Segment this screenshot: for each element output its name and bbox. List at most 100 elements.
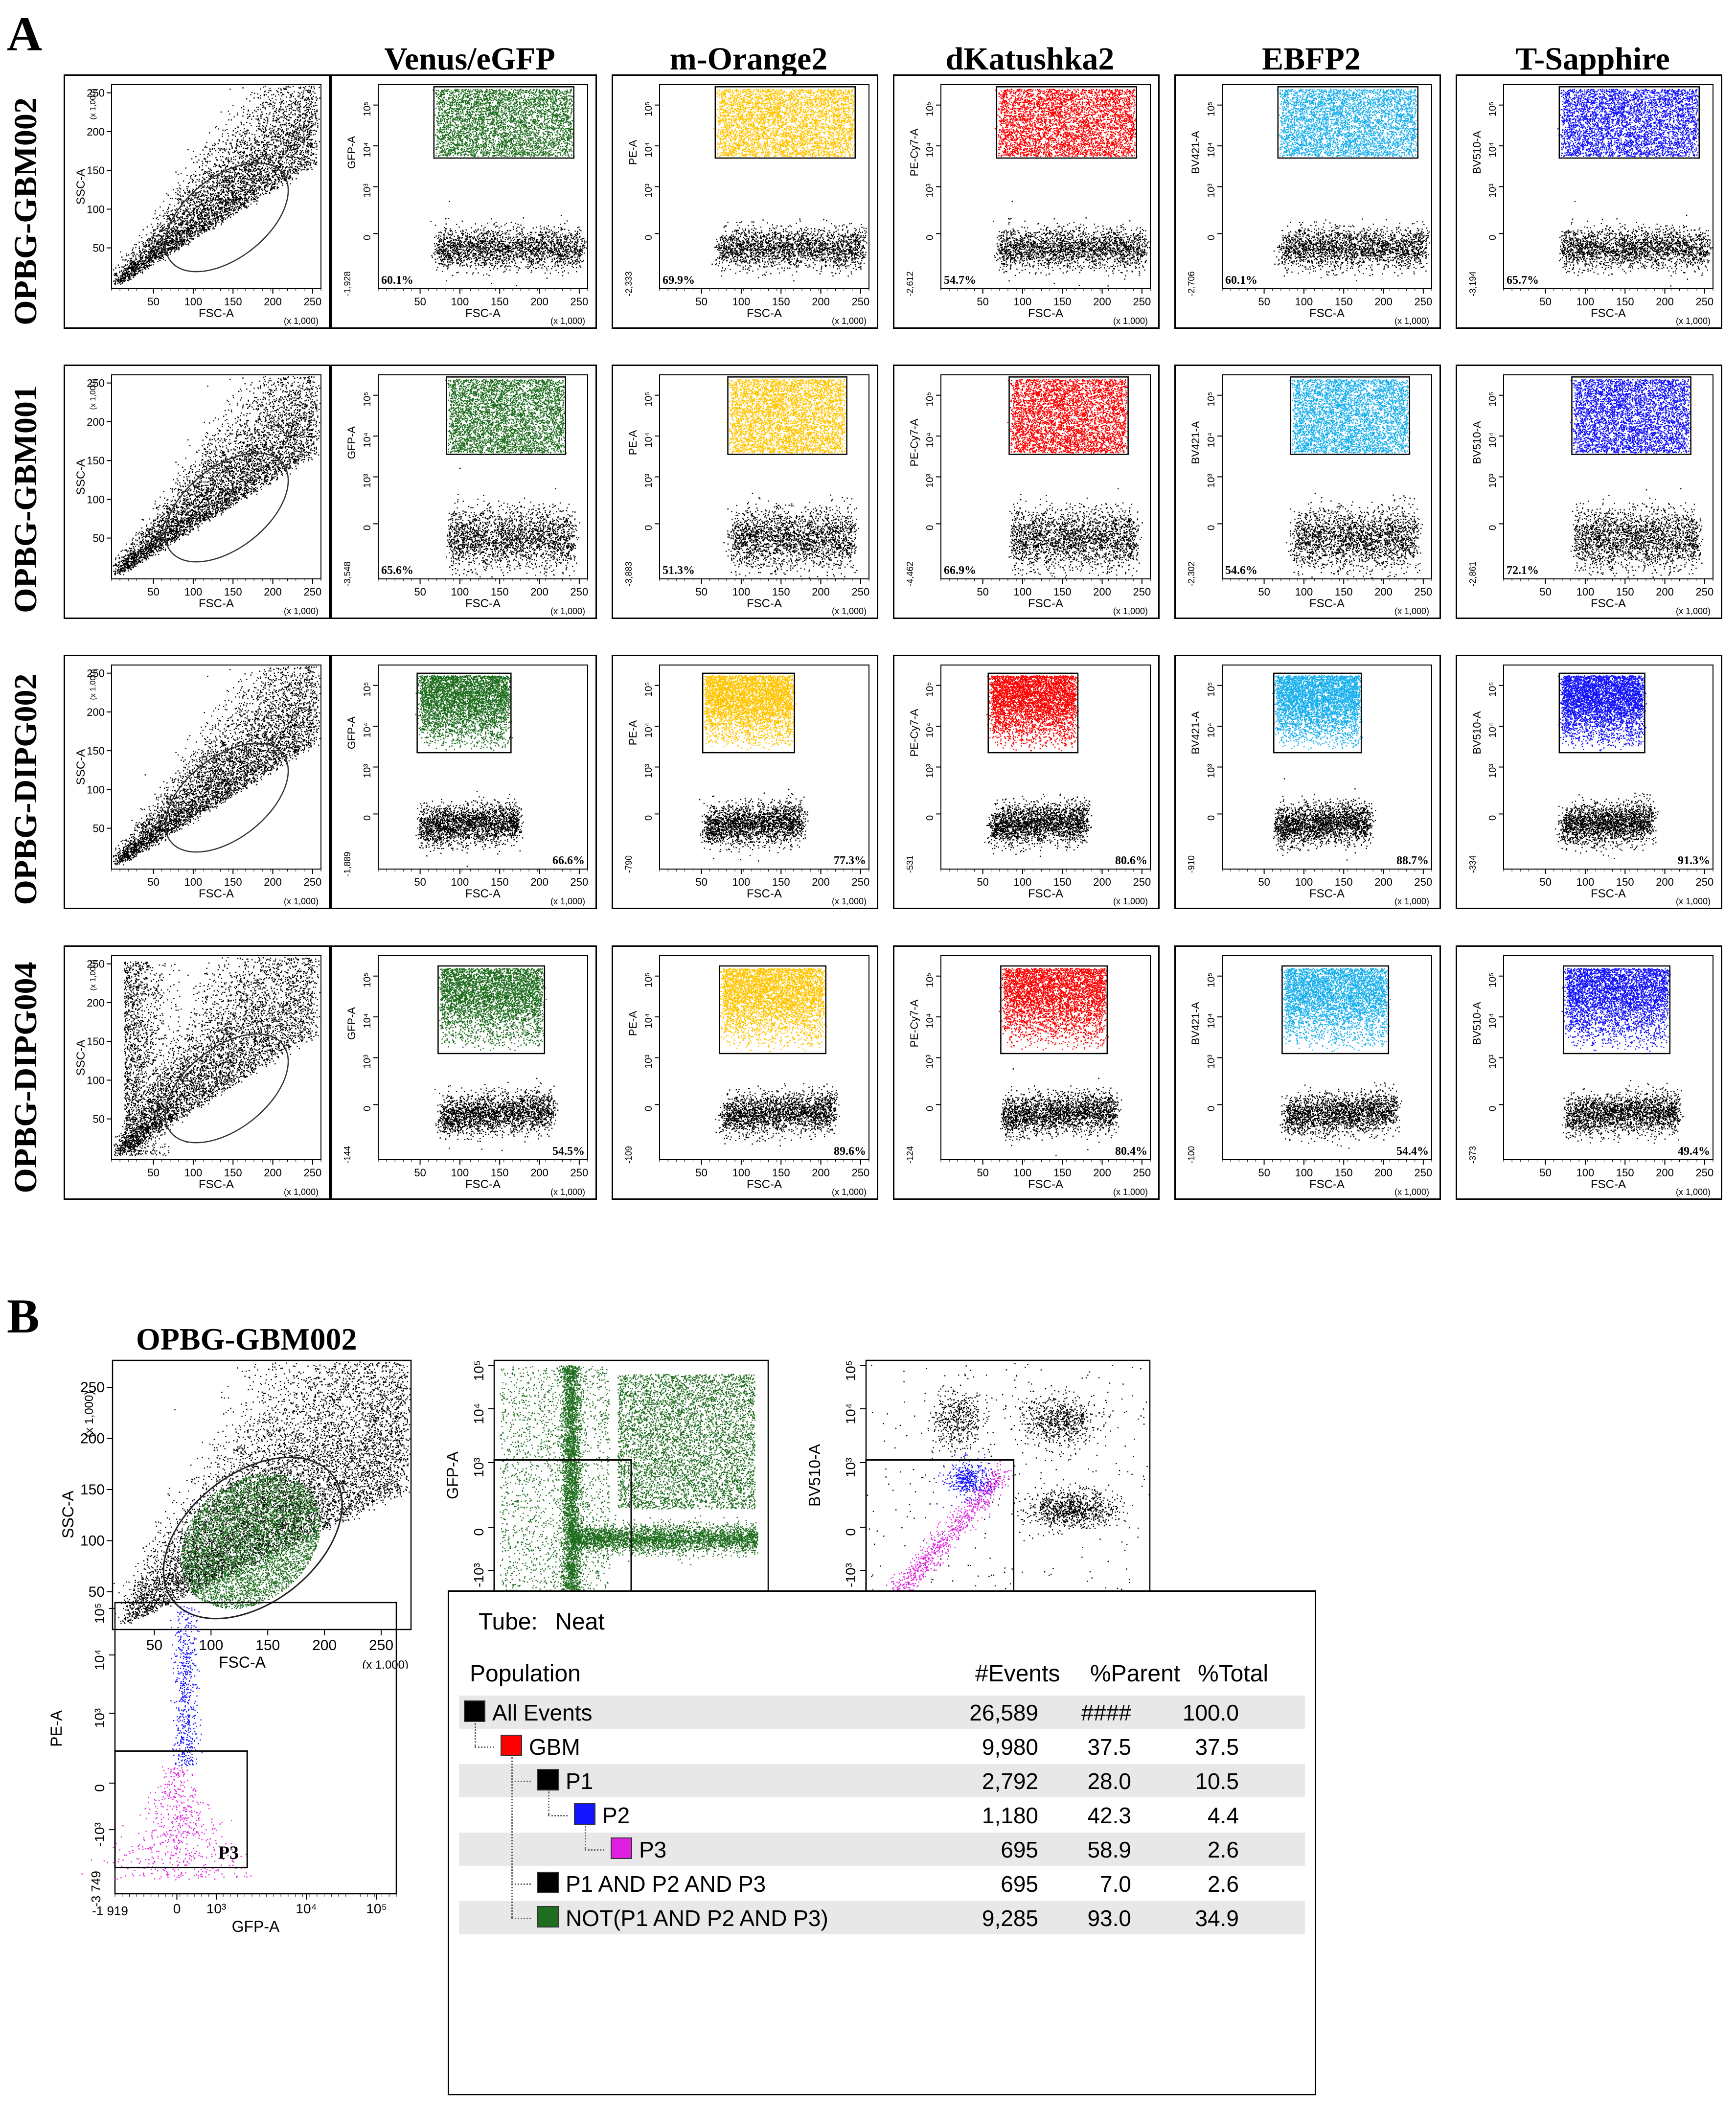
x-tick-label: 100 (1014, 876, 1032, 888)
population-events: 2,792 (982, 1768, 1038, 1794)
x-tick-label: 150 (1053, 296, 1072, 308)
scatter-fluor-1: 50 100 150 200 250 FSC-A (x 1,000) 0 10³ 10⁴ 10⁵ GF… (330, 945, 597, 1200)
x-axis-label: FSC-A (1591, 887, 1626, 900)
y-min-label: -1,889 (343, 851, 352, 876)
gate-rect (719, 965, 827, 1055)
plot-svg: 50 100 150 200 250 FSC-A (x 1,000) 0 10³ 10⁴ 10⁵ PE… (905, 955, 1151, 1197)
y-min-label: -373 (1468, 1146, 1478, 1164)
scale-note: (x 1,000) (89, 89, 97, 119)
x-tick-label: 10³ (206, 1901, 226, 1916)
x-tick-label: 200 (1093, 1167, 1111, 1179)
scatter-fluor-5: 50 100 150 200 250 FSC-A (x 1,000) 0 10³ 10⁴ 10⁵ BV… (1456, 655, 1722, 909)
x-axis-label: FSC-A (465, 1178, 501, 1191)
event-dots (993, 201, 1150, 287)
scale-note: (x 1,000) (1676, 1187, 1711, 1197)
points-layer (1272, 675, 1376, 861)
plot-frame (111, 374, 321, 579)
y-tick-label: 250 (87, 377, 105, 390)
hierarchy-row[interactable]: P1 2,792 28.0 10.5 (459, 1764, 1305, 1797)
x-axis-label: FSC-A (747, 887, 782, 900)
event-dots (170, 1606, 203, 1767)
x-tick-label: 250 (852, 876, 870, 888)
population-name: P1 AND P2 AND P3 (566, 1871, 766, 1897)
y-axis-label: PE-A (627, 140, 639, 165)
y-tick-label: 10³ (1206, 474, 1217, 488)
y-tick-label: 10⁵ (92, 1603, 107, 1624)
scatter-fsc-ssc: 50 100 150 200 250 FSC-A (x 1,000) 50 100 150 200 2… (64, 74, 330, 329)
hierarchy-row[interactable]: P1 AND P2 AND P3 695 7.0 2.6 (459, 1867, 1305, 1900)
points-layer (984, 675, 1093, 857)
tree-connector (475, 1746, 494, 1748)
y-tick-label: 10⁵ (1206, 972, 1217, 987)
x-tick-label: 100 (1014, 586, 1032, 598)
x-tick-label: 50 (1539, 876, 1551, 888)
gate-percent: 91.3% (1678, 854, 1710, 867)
y-axis-label: SSC-A (59, 1490, 77, 1538)
hierarchy-row[interactable]: P2 1,180 42.3 4.4 (459, 1798, 1305, 1832)
scale-note: (x 1,000) (1394, 316, 1429, 326)
x-tick-label: 50 (414, 876, 426, 888)
event-dots (1007, 379, 1130, 454)
y-tick-label: 0 (1487, 815, 1498, 821)
x-tick-label: 50 (977, 296, 988, 308)
tree-connector (511, 1918, 531, 1919)
event-dots (872, 1461, 1013, 1628)
scale-note: (x 1,000) (550, 606, 585, 616)
y-axis-label: SSC-A (74, 1040, 88, 1076)
y-tick-label: 10⁵ (1487, 391, 1498, 407)
hierarchy-row[interactable]: GBM 9,980 37.5 37.5 (459, 1730, 1305, 1763)
hierarchy-row[interactable]: NOT(P1 AND P2 AND P3) 9,285 93.0 34.9 (459, 1901, 1305, 1934)
population-parent: 37.5 (1087, 1734, 1131, 1760)
y-axis-label: PE-Cy7-A (908, 709, 920, 757)
scatter-fluor-4: 50 100 150 200 250 FSC-A (x 1,000) 0 10³ 10⁴ 10⁵ BV… (1174, 365, 1441, 619)
y-min-label: -1,928 (343, 271, 352, 296)
y-tick-label: 10⁴ (1487, 142, 1498, 158)
y-min-label: -2,612 (905, 271, 915, 296)
y-axis-label: BV510-A (1471, 131, 1483, 174)
y-tick-label: 10³ (1206, 1055, 1217, 1069)
hierarchy-row[interactable]: All Events 26,589 #### 100.0 (459, 1696, 1305, 1729)
event-dots (113, 86, 320, 285)
scatter-fsc-ssc: 50 100 150 200 250 FSC-A (x 1,000) 50 100 150 200 2… (64, 655, 330, 909)
x-tick-label: 100 (732, 876, 751, 888)
event-dots (430, 201, 588, 286)
y-tick-label: 10³ (925, 184, 936, 198)
y-tick-label: 50 (93, 1113, 105, 1125)
x-tick-label: 250 (571, 586, 589, 598)
x-tick-label: 250 (304, 586, 322, 598)
y-tick-label: 10³ (362, 474, 373, 488)
y-tick-label: -10³ (92, 1822, 107, 1847)
x-tick-label: 100 (1295, 296, 1313, 308)
x-tick-label: 150 (1335, 1167, 1353, 1179)
gate-percent: 80.6% (1115, 854, 1147, 867)
event-dots (415, 791, 524, 867)
y-tick-label: 50 (93, 823, 105, 835)
x-tick-label: 200 (1656, 1167, 1674, 1179)
x-tick-label: 150 (224, 296, 242, 308)
row-header-dipg002: OPBG-DIPG002 (8, 673, 44, 905)
x-axis-label: FSC-A (465, 597, 501, 610)
event-dots (703, 675, 797, 751)
y-tick-label: 10³ (92, 1708, 107, 1728)
y-tick-label: 0 (92, 1784, 107, 1792)
event-dots (715, 1083, 840, 1147)
event-dots (1280, 968, 1391, 1053)
y-tick-label: 0 (362, 1106, 373, 1111)
event-dots (1000, 1068, 1122, 1156)
x-tick-label: 150 (255, 1637, 280, 1653)
x-tick-label: 100 (451, 1167, 469, 1179)
population-events: 26,589 (969, 1700, 1038, 1725)
gate-ellipse (164, 452, 289, 563)
tube-label: Tube: (479, 1609, 538, 1635)
header-total: %Total (1198, 1661, 1269, 1687)
gate-percent: 51.3% (662, 564, 695, 577)
y-tick-label: 0 (843, 1528, 858, 1536)
column-header-ebfp2: EBFP2 (1262, 41, 1361, 77)
x-tick-label: 200 (264, 1167, 282, 1179)
plot-svg: 50 100 150 200 250 FSC-A (x 1,000) 0 10³ 10⁴ 10⁵ GF… (343, 665, 588, 906)
x-tick-label: 50 (695, 296, 707, 308)
tree-connector (585, 1849, 604, 1851)
x-tick-label: 100 (1576, 1167, 1595, 1179)
x-tick-label: 100 (184, 296, 203, 308)
x-tick-label: 150 (1053, 586, 1072, 598)
